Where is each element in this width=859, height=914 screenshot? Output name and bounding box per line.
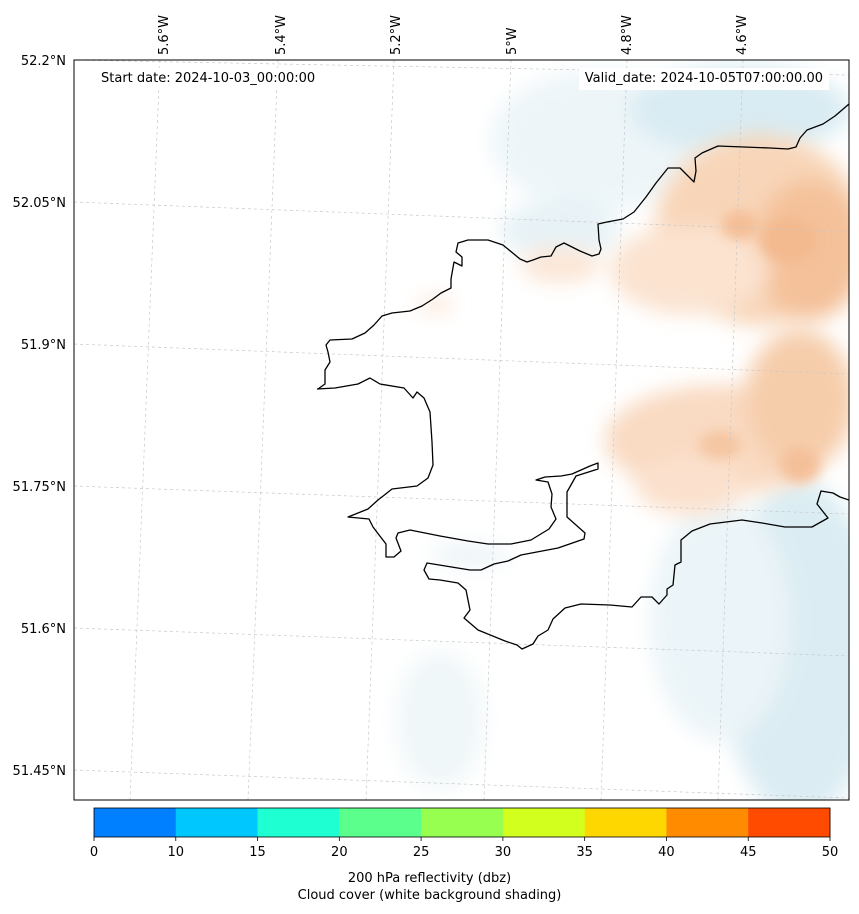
colorbar-segment: [666, 808, 749, 837]
map-frame: [73, 59, 850, 801]
lon-label: 5.4°W: [274, 15, 289, 55]
lon-label: 4.6°W: [735, 15, 750, 55]
cloud-shading: [395, 65, 849, 800]
colorbar-segment: [748, 808, 831, 837]
colorbar-tick-label: 40: [658, 845, 675, 860]
lon-label: 5.6°W: [157, 15, 172, 55]
colorbar-tick-label: 10: [168, 845, 185, 860]
colorbar-segment: [339, 808, 422, 837]
lon-label: 5°W: [505, 27, 520, 55]
colorbar-tick-label: 30: [495, 845, 512, 860]
colorbar-tick-label: 45: [740, 845, 757, 860]
coastline: [316, 103, 849, 650]
lon-label: 5.2°W: [389, 15, 404, 55]
lat-label: 51.9°N: [21, 338, 66, 353]
colorbar-segment: [421, 808, 504, 837]
colorbar-caption: 200 hPa reflectivity (dbz) Cloud cover (…: [0, 870, 859, 904]
colorbar-tick-label: 0: [90, 845, 98, 860]
colorbar-segment: [502, 808, 586, 837]
colorbar-label-line1: 200 hPa reflectivity (dbz): [347, 871, 512, 886]
lon-label: 4.8°W: [620, 15, 635, 55]
colorbar-frame: [93, 807, 831, 838]
colorbar: 0 10 15 20 25 30 35 40 45 50: [90, 807, 839, 860]
colorbar-label-line2: Cloud cover (white background shading): [297, 888, 562, 903]
colorbar-tick-label: 35: [576, 845, 593, 860]
lat-label: 51.45°N: [13, 764, 66, 779]
colorbar-segment: [257, 808, 340, 837]
colorbar-segment: [94, 808, 177, 837]
colorbar-tick-label: 50: [822, 845, 839, 860]
valid-date-label: Valid_date: 2024-10-05T07:00:00.00: [578, 68, 829, 90]
colorbar-tick-label: 15: [249, 845, 266, 860]
lat-label: 51.6°N: [21, 622, 66, 637]
lat-label: 52.05°N: [13, 196, 66, 211]
start-date-label: Start date: 2024-10-03_00:00:00: [95, 68, 322, 90]
colorbar-tick-label: 25: [413, 845, 430, 860]
lat-label: 52.2°N: [21, 54, 66, 69]
colorbar-segment: [584, 808, 667, 837]
colorbar-segment: [175, 808, 259, 837]
colorbar-tick-label: 20: [331, 845, 348, 860]
lat-label: 51.75°N: [13, 480, 66, 495]
